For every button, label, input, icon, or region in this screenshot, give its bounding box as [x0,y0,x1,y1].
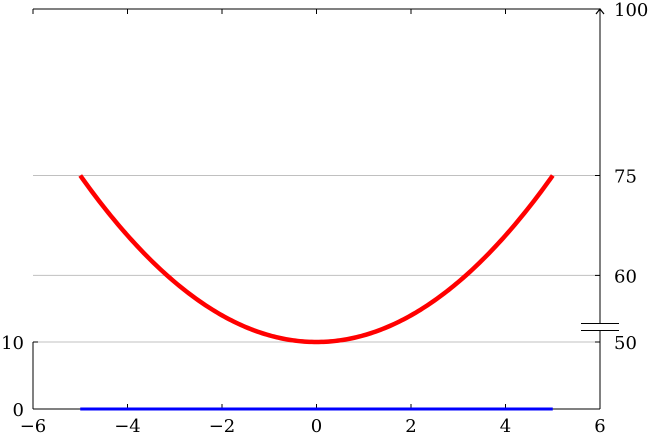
tick-marks [32,8,601,410]
x-tick-label: −4 [114,416,141,434]
right-y-tick-label: 50 [614,333,637,354]
axis-frame [32,8,619,410]
x-tick-label: 0 [311,416,322,434]
right-y-tick-label: 60 [614,266,637,287]
left-y-tick-label: 0 [13,400,24,421]
left-y-tick-label: 10 [1,333,24,354]
red-series-line [78,174,555,345]
right-y-tick-label: 100 [614,0,648,21]
x-tick-label: −6 [20,416,47,434]
x-tick-label: 6 [594,416,605,434]
x-tick-label: 2 [405,416,416,434]
right-y-tick-label: 75 [614,167,637,188]
x-tick-label: 4 [500,416,511,434]
x-tick-label: −2 [209,416,236,434]
grid-lines [33,175,600,343]
axis-break-gap [581,323,619,331]
plot-series [78,174,555,411]
